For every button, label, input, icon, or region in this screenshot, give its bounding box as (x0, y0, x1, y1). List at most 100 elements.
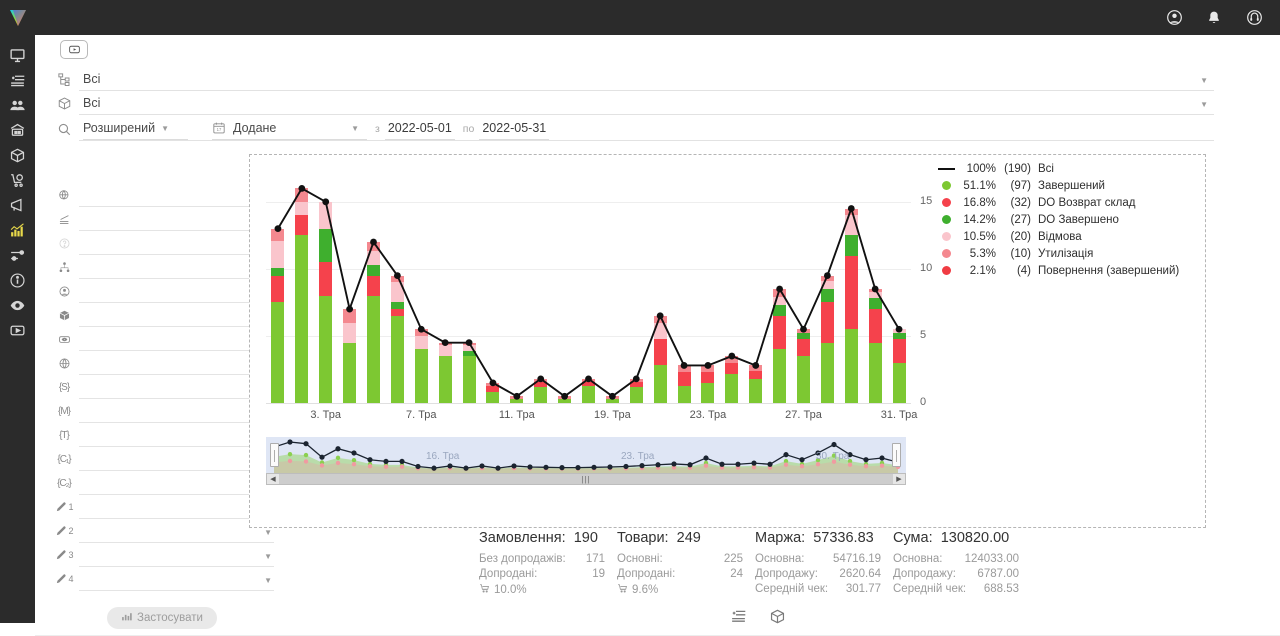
line-point[interactable] (370, 238, 377, 246)
legend-item[interactable]: 2.1% (4) Повернення (завершений) (934, 262, 1204, 279)
line-point[interactable] (417, 325, 425, 333)
navigator-handle-left[interactable] (270, 443, 279, 467)
filter-view[interactable]: ▼ (79, 328, 274, 351)
line-point[interactable] (776, 285, 784, 293)
legend-item[interactable]: 100% (190) Всі (934, 160, 1204, 177)
filter-custom-3[interactable]: ▼ (79, 544, 274, 567)
line-point[interactable] (608, 392, 616, 400)
chevron-down-icon[interactable]: ▼ (264, 575, 272, 585)
sidebar-item-delivery[interactable] (0, 168, 35, 192)
legend-item[interactable]: 5.3% (10) Утилізація (934, 245, 1204, 262)
line-point[interactable] (800, 325, 807, 333)
group-select[interactable]: Всі ▼ (79, 67, 1214, 91)
sidebar-item-dashboard[interactable] (0, 43, 35, 67)
sidebar-item-settings[interactable] (0, 243, 35, 267)
filter-manager[interactable]: ▼ (79, 280, 274, 303)
chevron-down-icon[interactable]: ▼ (1200, 76, 1208, 85)
line-point[interactable] (656, 312, 664, 320)
box-view-icon[interactable] (769, 608, 786, 625)
date-field-select[interactable]: 17 Додане ▼ (212, 117, 367, 140)
line-point[interactable] (561, 392, 569, 400)
chevron-down-icon[interactable]: ▼ (161, 123, 170, 133)
sidebar-item-products[interactable] (0, 143, 35, 167)
line-point[interactable] (704, 362, 712, 369)
line-point[interactable] (489, 379, 497, 387)
product-select[interactable]: Всі ▼ (79, 91, 1214, 115)
line-point[interactable] (274, 225, 282, 233)
line-point[interactable] (537, 375, 545, 383)
sidebar-item-clients[interactable] (0, 93, 35, 117)
line-point[interactable] (632, 375, 640, 383)
sidebar-item-monitoring[interactable] (0, 293, 35, 317)
line-point[interactable] (823, 272, 831, 279)
filter-geo[interactable]: ▼ (79, 184, 274, 207)
brand-logo[interactable] (0, 0, 35, 35)
sidebar-item-info[interactable] (0, 268, 35, 292)
filter-t[interactable]: ▼ (79, 424, 274, 447)
sidebar-item-marketing[interactable] (0, 193, 35, 217)
sidebar-item-orders[interactable] (0, 68, 35, 92)
sidebar-item-video[interactable] (0, 318, 35, 342)
legend-item[interactable]: 10.5% (20) Відмова (934, 228, 1204, 245)
filter-s[interactable]: ▼ (79, 376, 274, 399)
sidebar-item-analytics[interactable] (0, 218, 35, 242)
line-point[interactable] (728, 352, 736, 360)
chart-bar[interactable] (773, 175, 787, 403)
line-point[interactable] (752, 362, 760, 369)
legend-item[interactable]: 16.8% (32) DO Возврат склад (934, 194, 1204, 211)
chevron-down-icon[interactable]: ▼ (264, 551, 272, 561)
chart-bar[interactable] (271, 175, 285, 403)
line-point[interactable] (585, 375, 592, 383)
line-point[interactable] (895, 325, 903, 333)
user-account-icon[interactable] (1164, 8, 1184, 28)
line-point[interactable] (346, 305, 354, 313)
line-point[interactable] (871, 285, 879, 293)
chart-bar[interactable] (367, 175, 380, 403)
line-point[interactable] (298, 185, 306, 192)
filter-warehouse[interactable]: ▼ (79, 304, 274, 327)
filter-custom-4[interactable]: ▼ (79, 568, 274, 591)
date-to-input[interactable]: 2022-05-31 (479, 117, 550, 140)
mode-select[interactable]: Розширений ▼ (83, 117, 188, 140)
navigator-grip-icon[interactable]: ||| (581, 475, 591, 484)
chart-bar[interactable] (820, 175, 834, 403)
legend-item[interactable]: 14.2% (27) DO Завершено (934, 211, 1204, 228)
play-icon[interactable] (60, 40, 88, 59)
search-icon[interactable] (49, 122, 79, 137)
line-point[interactable] (441, 339, 449, 347)
line-point[interactable] (322, 198, 330, 206)
navigator-handle-right[interactable] (892, 443, 901, 467)
filter-c1[interactable]: ▼ (79, 448, 274, 471)
line-point[interactable] (393, 272, 401, 279)
notifications-bell-icon[interactable] (1204, 8, 1224, 28)
list-view-icon[interactable] (730, 608, 747, 625)
filter-hierarchy[interactable]: ▼ (79, 256, 274, 279)
filter-custom-2[interactable]: ▼ (79, 520, 274, 543)
chevron-down-icon[interactable]: ▼ (1200, 100, 1208, 109)
filter-m[interactable]: ▼ (79, 400, 274, 423)
filter-status[interactable]: ▼ (79, 232, 274, 255)
filter-cp[interactable]: ▼ (79, 472, 274, 495)
chevron-down-icon[interactable]: ▼ (351, 123, 359, 133)
chart-navigator[interactable]: 16. Тра 23. Тра 30. Тра ◀ ||| ▶ (266, 437, 906, 485)
line-point[interactable] (847, 205, 855, 212)
sidebar-item-finance[interactable] (0, 118, 35, 142)
support-headset-icon[interactable] (1244, 8, 1264, 28)
chevron-down-icon[interactable]: ▼ (264, 527, 272, 537)
filter-web[interactable]: ▼ (79, 352, 274, 375)
line-point[interactable] (680, 362, 688, 369)
filter-custom-1[interactable]: ▼ (79, 496, 274, 519)
line-point[interactable] (513, 392, 521, 400)
navigator-scrollbar[interactable]: ◀ ||| ▶ (266, 473, 906, 485)
chart-bar[interactable] (295, 175, 309, 403)
line-point[interactable] (465, 339, 473, 347)
navigator-scroll-left-icon[interactable]: ◀ (267, 474, 279, 484)
chart-bar[interactable] (319, 175, 333, 403)
chart-bar[interactable] (414, 175, 428, 403)
date-from-input[interactable]: 2022-05-01 (384, 117, 455, 140)
filter-source[interactable]: ▼ (79, 208, 274, 231)
legend-item[interactable]: 51.1% (97) Завершений (934, 177, 1204, 194)
navigator-scroll-right-icon[interactable]: ▶ (893, 474, 905, 484)
apply-button[interactable]: Застосувати (107, 607, 217, 629)
chart-bar[interactable] (343, 175, 357, 403)
